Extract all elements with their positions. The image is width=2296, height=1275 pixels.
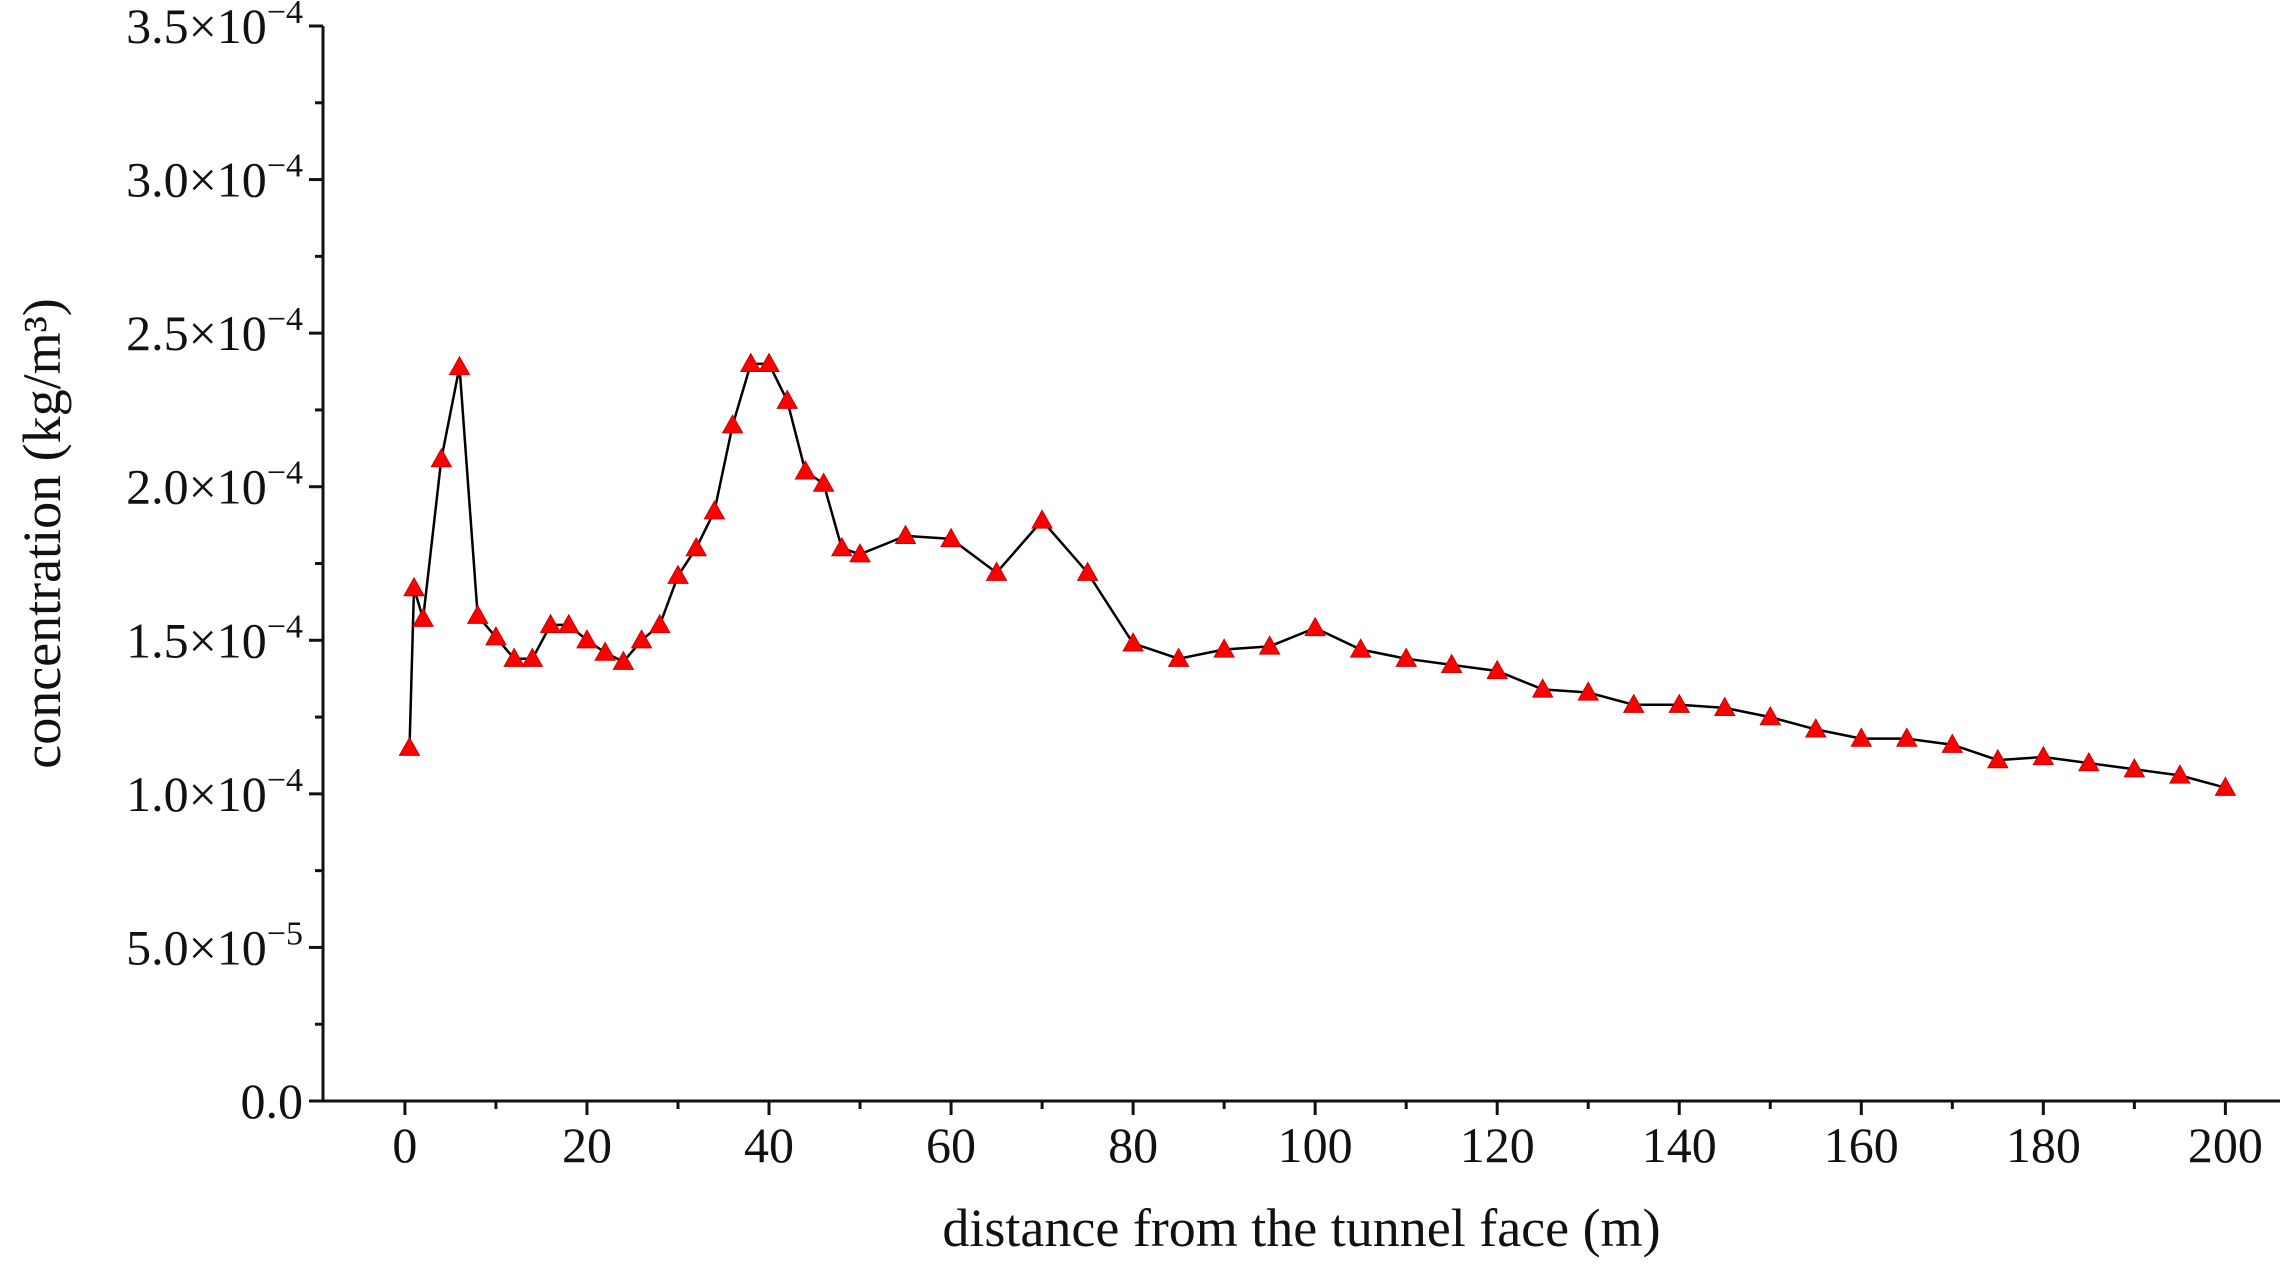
- x-tick-label: 20: [562, 1117, 612, 1173]
- data-point-marker: [830, 536, 853, 557]
- data-point-marker: [776, 389, 799, 409]
- y-tick-label: 5.0×10−5: [126, 915, 303, 975]
- data-point-marker: [1804, 718, 1827, 738]
- data-point-marker: [2032, 745, 2055, 766]
- y-tick-label: 2.5×10−4: [126, 301, 303, 361]
- data-point-marker: [1076, 561, 1099, 581]
- data-point-marker: [721, 414, 744, 434]
- data-point-marker: [503, 647, 526, 667]
- data-point-marker: [1986, 748, 2009, 769]
- data-point-marker: [667, 564, 689, 584]
- data-point-marker: [1349, 638, 1372, 658]
- y-axis-title: concentration (kg/m³): [12, 298, 72, 769]
- data-point-marker: [2169, 764, 2191, 784]
- data-point-marker: [485, 625, 507, 646]
- data-point-marker: [1759, 705, 1782, 726]
- data-point-marker: [594, 641, 617, 661]
- data-point-marker: [1486, 659, 1509, 680]
- data-point-marker: [539, 613, 562, 634]
- data-point-marker: [2077, 751, 2100, 772]
- data-point-marker: [849, 543, 871, 563]
- data-point-marker: [2214, 776, 2237, 796]
- data-point-marker: [466, 604, 489, 624]
- data-point-marker: [1668, 693, 1691, 713]
- data-point-marker: [576, 629, 598, 649]
- data-point-marker: [1895, 727, 1918, 747]
- data-point-marker: [448, 355, 471, 376]
- data-point-marker: [940, 527, 962, 548]
- x-tick-label: 180: [2006, 1117, 2081, 1173]
- y-tick-label: 1.5×10−4: [126, 608, 303, 668]
- data-point-marker: [2123, 758, 2146, 778]
- data-point-marker: [1213, 638, 1235, 658]
- data-point-marker: [1167, 647, 1190, 667]
- data-point-marker: [685, 536, 708, 557]
- data-point-marker: [1031, 509, 1053, 529]
- data-point-marker: [557, 613, 580, 634]
- y-tick-label: 0.0: [241, 1073, 304, 1129]
- x-tick-label: 60: [926, 1117, 976, 1173]
- data-point-marker: [1531, 678, 1554, 698]
- data-point-marker: [739, 352, 762, 373]
- data-point-marker: [1941, 733, 1964, 753]
- data-point-marker: [985, 561, 1008, 581]
- x-tick-label: 160: [1824, 1117, 1899, 1173]
- x-tick-label: 80: [1108, 1117, 1158, 1173]
- data-point-marker: [812, 472, 835, 492]
- data-point-marker: [412, 607, 434, 627]
- y-tick-label: 2.0×10−4: [126, 455, 303, 515]
- data-point-marker: [612, 650, 635, 670]
- x-axis-title: distance from the tunnel face (m): [942, 1198, 1660, 1258]
- y-ticks: 0.0 5.0×10−5 1.0×10−4 1.5×10−4 2.0×10−4 2.5×1…: [126, 0, 323, 1129]
- data-point-marker: [703, 500, 726, 520]
- axes: [321, 26, 2280, 1103]
- data-point-marker: [1713, 696, 1736, 717]
- x-ticks: 0 20 40 60 80 100 120 140 160 180 200: [392, 1101, 2263, 1173]
- data-point-marker: [794, 460, 817, 480]
- y-tick-label: 3.5×10−4: [126, 0, 303, 54]
- x-tick-label: 100: [1278, 1117, 1353, 1173]
- data-point-marker: [1622, 693, 1645, 713]
- data-point-marker: [403, 576, 425, 597]
- x-tick-label: 140: [1642, 1117, 1717, 1173]
- series: [398, 352, 2237, 796]
- x-tick-label: 200: [2188, 1117, 2263, 1173]
- data-point-marker: [894, 524, 917, 545]
- data-point-marker: [1304, 616, 1327, 637]
- data-point-marker: [1440, 653, 1463, 674]
- data-point-marker: [1258, 635, 1281, 655]
- y-tick-label: 3.0×10−4: [126, 148, 303, 208]
- data-point-marker: [630, 629, 653, 649]
- data-point-marker: [521, 647, 544, 667]
- data-point-marker: [648, 613, 671, 634]
- x-tick-label: 120: [1460, 1117, 1535, 1173]
- data-point-marker: [1395, 647, 1418, 667]
- data-point-marker: [1577, 681, 1600, 701]
- data-point-marker: [1850, 727, 1873, 747]
- data-point-marker: [430, 447, 453, 468]
- data-point-marker: [758, 352, 780, 373]
- y-tick-label: 1.0×10−4: [126, 762, 303, 822]
- data-point-marker: [1122, 632, 1144, 652]
- x-tick-label: 40: [744, 1117, 794, 1173]
- data-point-marker: [398, 736, 421, 756]
- x-tick-label: 0: [392, 1117, 417, 1173]
